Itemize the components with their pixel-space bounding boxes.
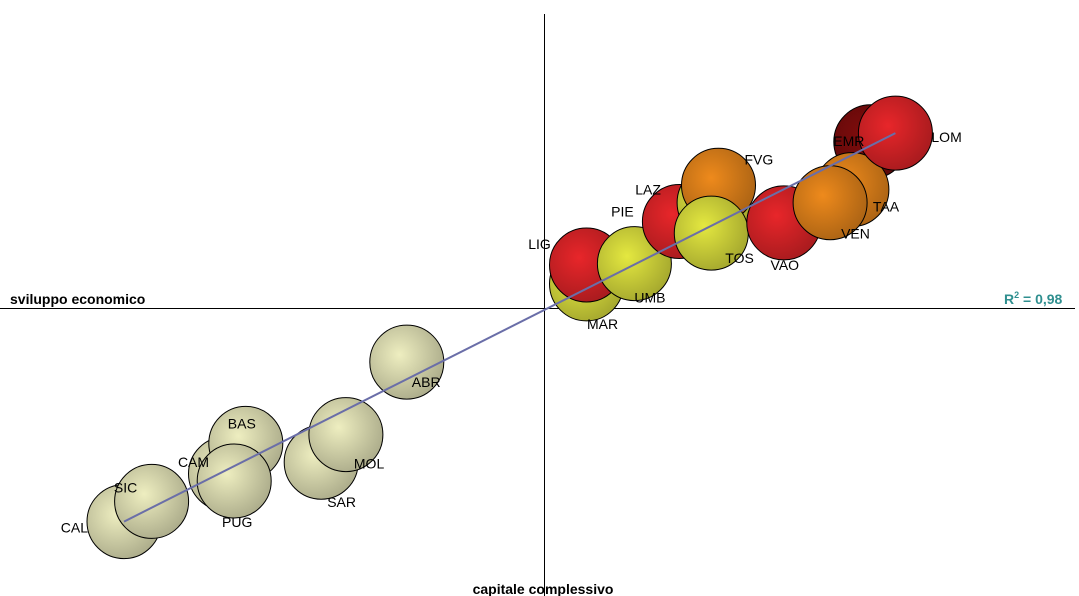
point-label-cam: CAM xyxy=(178,454,209,470)
point-label-pie: PIE xyxy=(611,204,634,220)
r-squared-symbol: R xyxy=(1004,291,1014,307)
bubble-pug xyxy=(196,443,272,519)
trendline xyxy=(123,132,896,523)
point-label-taa: TAA xyxy=(873,199,900,215)
point-label-laz: LAZ xyxy=(635,182,661,198)
point-label-tos: TOS xyxy=(725,250,754,266)
point-label-vao: VAO xyxy=(771,257,800,273)
bubble-mol xyxy=(308,397,384,473)
point-label-fvg: FVG xyxy=(745,151,774,167)
point-label-mar: MAR xyxy=(587,316,618,332)
y-axis-title: capitale complessivo xyxy=(473,581,614,596)
point-label-lom: LOM xyxy=(931,129,961,145)
point-label-abr: ABR xyxy=(412,374,441,390)
point-label-mol: MOL xyxy=(354,456,385,472)
point-label-lig: LIG xyxy=(528,236,551,252)
point-label-sar: SAR xyxy=(327,494,356,510)
point-label-cal: CAL xyxy=(61,520,88,536)
bubble-abr xyxy=(369,324,445,400)
r-squared-value: = 0,98 xyxy=(1019,291,1062,307)
bubbles-layer xyxy=(86,95,933,560)
point-label-pug: PUG xyxy=(222,514,252,530)
r-squared-exponent: 2 xyxy=(1014,290,1019,300)
bubble-sic xyxy=(114,463,190,539)
r-squared-annotation: R2 = 0,98 xyxy=(1004,290,1063,307)
x-axis-title: sviluppo economico xyxy=(10,291,145,307)
point-label-bas: BAS xyxy=(228,415,256,431)
point-label-umb: UMB xyxy=(634,290,665,306)
point-label-emr: EMR xyxy=(833,133,864,149)
point-label-sic: SIC xyxy=(114,479,137,495)
point-label-ven: VEN xyxy=(841,226,870,242)
